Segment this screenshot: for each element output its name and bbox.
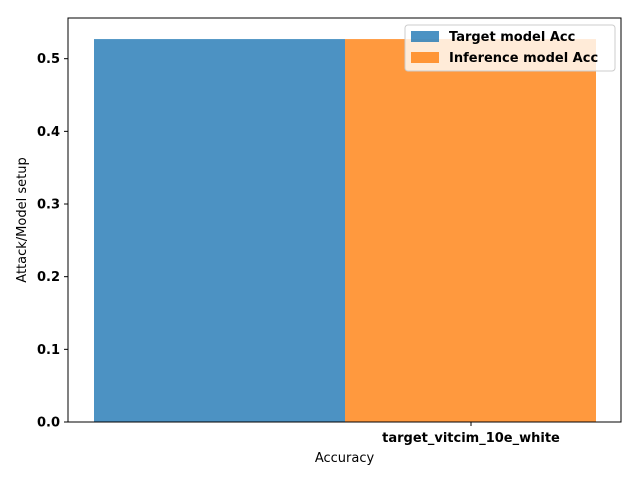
legend: Target model Acc Inference model Acc: [404, 24, 616, 72]
legend-label: Target model Acc: [449, 30, 575, 45]
legend-swatch: [411, 52, 439, 63]
plot-frame: [67, 17, 622, 423]
x-axis-label: Accuracy: [315, 451, 375, 466]
legend-swatch: [411, 31, 439, 42]
y-tick-label: 0.0: [37, 416, 60, 431]
legend-box: [404, 24, 616, 72]
y-tick-label: 0.2: [37, 270, 60, 285]
legend-label: Inference model Acc: [449, 51, 598, 66]
x-tick-label: target_vitcim_10e_white: [382, 431, 560, 446]
bars-group: [94, 39, 596, 423]
bar-target-model-acc: [94, 39, 345, 423]
y-axis: 0.0 0.1 0.2 0.3 0.4 0.5: [37, 52, 68, 431]
bar-inference-model-acc: [345, 39, 596, 423]
y-tick-label: 0.3: [37, 198, 60, 213]
y-tick-label: 0.4: [37, 125, 60, 140]
y-axis-label: Attack/Model setup: [15, 157, 30, 282]
y-tick-label: 0.1: [37, 343, 60, 358]
x-axis: target_vitcim_10e_white: [382, 422, 560, 446]
y-tick-label: 0.5: [37, 52, 60, 67]
